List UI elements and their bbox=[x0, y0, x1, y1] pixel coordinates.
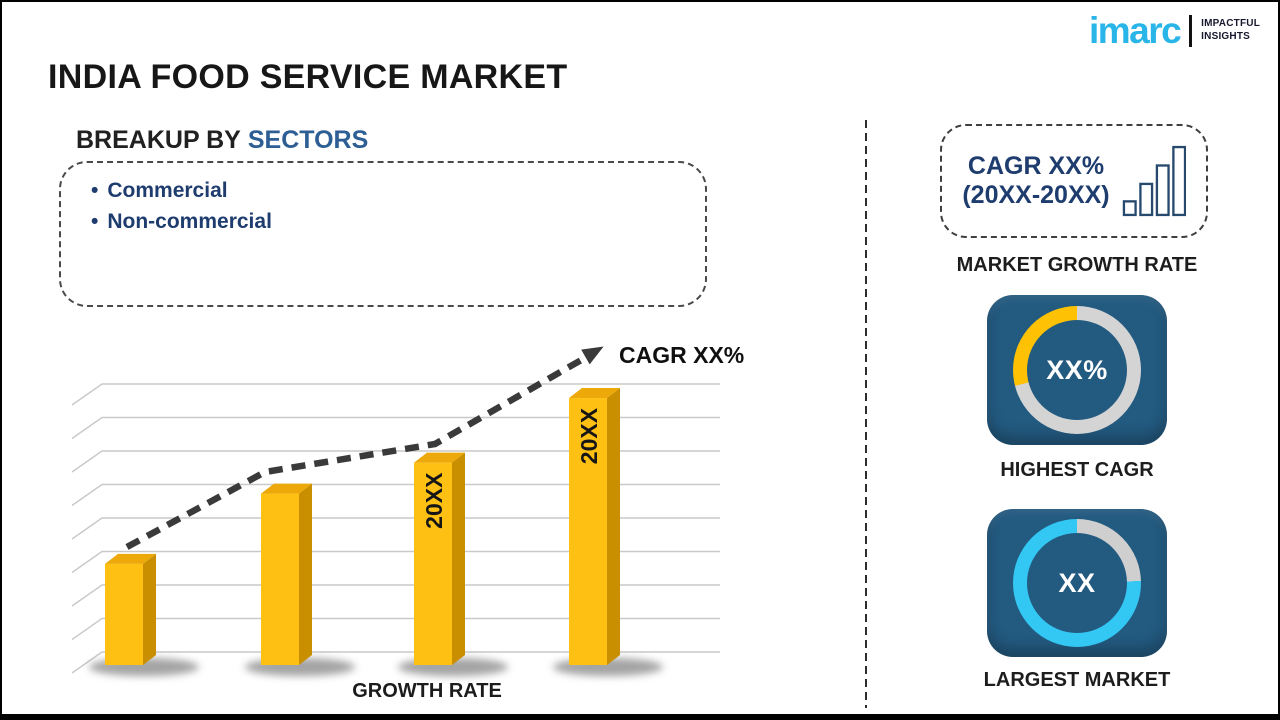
breakup-heading-prefix: BREAKUP BY bbox=[76, 126, 241, 154]
highest-cagr-caption: HIGHEST CAGR bbox=[1000, 459, 1154, 481]
bullet-icon: • bbox=[91, 179, 99, 202]
logo-tagline-line2: INSIGHTS bbox=[1201, 30, 1250, 42]
logo-tagline: IMPACTFUL INSIGHTS bbox=[1201, 18, 1260, 43]
vertical-dashed-divider bbox=[865, 120, 867, 708]
breakup-item-label: Non-commercial bbox=[107, 210, 272, 233]
svg-text:20XX: 20XX bbox=[421, 472, 447, 529]
growth-chart: 20XX 20XX bbox=[58, 335, 750, 714]
growth-bars-icon bbox=[1122, 145, 1186, 217]
highest-cagr-tile: XX% bbox=[987, 295, 1167, 445]
market-growth-rate-card: CAGR XX% (20XX-20XX) bbox=[940, 124, 1208, 238]
list-item: • Non-commercial bbox=[91, 206, 685, 237]
highest-cagr-value: XX% bbox=[1046, 354, 1108, 385]
growth-card-text: CAGR XX% (20XX-20XX) bbox=[962, 152, 1109, 211]
growth-card-line1: CAGR XX% bbox=[967, 151, 1105, 180]
imarc-logo-text: imarc bbox=[1088, 10, 1182, 51]
breakup-heading-highlight: SECTORS bbox=[247, 126, 369, 154]
bullet-icon: • bbox=[91, 210, 99, 233]
list-item: • Commercial bbox=[91, 175, 685, 206]
donut-hole: XX% bbox=[1027, 320, 1127, 420]
page-title: INDIA FOOD SERVICE MARKET bbox=[48, 58, 568, 96]
logo-tagline-line1: IMPACTFUL bbox=[1201, 18, 1260, 30]
largest-market-value: XX bbox=[1058, 567, 1096, 598]
chart-x-axis-label: GROWTH RATE bbox=[352, 680, 502, 702]
imarc-logo: imarc IMPACTFUL INSIGHTS bbox=[1088, 10, 1260, 51]
donut-ring-market: XX bbox=[1013, 519, 1141, 647]
largest-market-tile: XX bbox=[987, 509, 1167, 657]
breakup-item-label: Commercial bbox=[107, 179, 228, 202]
growth-bar-chart-svg: 20XX 20XX bbox=[71, 346, 720, 676]
logo-separator bbox=[1189, 14, 1193, 47]
donut-ring-cagr: XX% bbox=[1013, 306, 1141, 434]
growth-card-line2: (20XX-20XX) bbox=[962, 181, 1110, 209]
breakup-heading: BREAKUP BY SECTORS bbox=[76, 126, 368, 155]
breakup-box: • Commercial • Non-commercial bbox=[59, 161, 707, 307]
cagr-trend-label: CAGR XX% bbox=[619, 342, 745, 368]
market-growth-rate-caption: MARKET GROWTH RATE bbox=[956, 254, 1198, 276]
largest-market-caption: LARGEST MARKET bbox=[983, 669, 1171, 691]
donut-hole: XX bbox=[1027, 533, 1127, 633]
svg-text:20XX: 20XX bbox=[576, 407, 602, 464]
